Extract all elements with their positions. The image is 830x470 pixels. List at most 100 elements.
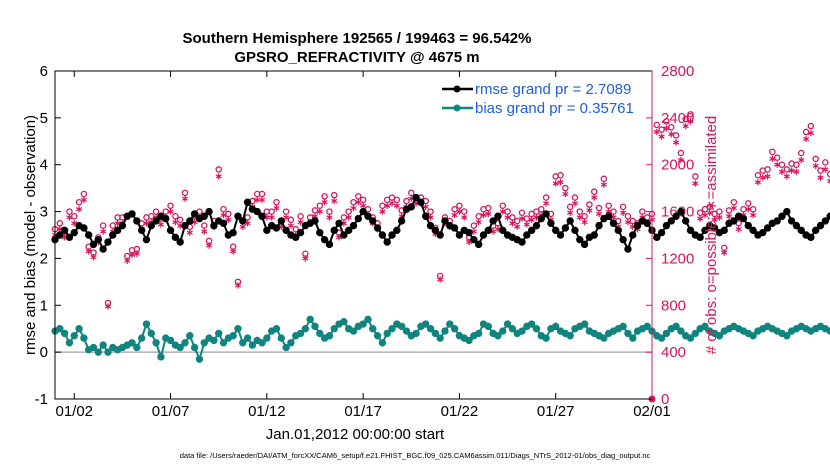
- legend-box: [438, 78, 646, 119]
- obs-possible-point: [379, 202, 386, 209]
- bias-point: [783, 332, 791, 340]
- obs-possible-point: [330, 191, 338, 199]
- bias-point: [214, 329, 223, 338]
- obs-assimilated-point: [576, 214, 583, 221]
- rmse-point: [104, 238, 112, 246]
- obs-possible-point: [586, 201, 593, 208]
- obs-assimilated-point: [230, 248, 237, 255]
- obs-assimilated-point: [778, 168, 786, 175]
- right-tick-label: 800: [661, 297, 686, 314]
- obs-assimilated-point: [234, 282, 242, 289]
- rmse-point: [369, 217, 377, 225]
- bias-point: [826, 327, 830, 335]
- obs-assimilated-point: [302, 255, 309, 262]
- obs-possible-point: [316, 202, 324, 209]
- obs-assimilated-point: [287, 222, 294, 229]
- rmse-point: [527, 226, 536, 235]
- bias-point: [234, 325, 242, 333]
- obs-possible-point: [778, 161, 786, 168]
- obs-assimilated-point: [437, 276, 444, 283]
- bias-point: [364, 315, 372, 324]
- bias-point: [94, 348, 103, 356]
- legend-bias-marker: [453, 104, 461, 112]
- obs-possible-point: [200, 222, 208, 229]
- rmse-point: [532, 221, 541, 230]
- rmse-point: [826, 212, 830, 220]
- bias-point: [104, 348, 112, 356]
- bias-point: [566, 332, 574, 340]
- obs-assimilated-point: [157, 221, 164, 228]
- rmse-point: [325, 240, 334, 249]
- rmse-point: [682, 217, 690, 225]
- obs-assimilated-point: [90, 254, 97, 261]
- right-tick-label: 2800: [661, 63, 694, 80]
- bias-series: [51, 315, 830, 363]
- obs-possible-point: [769, 148, 776, 156]
- obs-assimilated-point: [774, 161, 781, 168]
- obs-possible-point: [176, 216, 184, 224]
- rmse-point: [590, 231, 598, 239]
- rmse-point: [181, 221, 189, 230]
- bias-point: [258, 339, 266, 347]
- obs-possible-point: [518, 209, 526, 216]
- obs-possible-point: [427, 208, 434, 215]
- rmse-point: [595, 221, 603, 230]
- obs-assimilated-point: [562, 190, 569, 198]
- bias-point: [436, 334, 444, 342]
- rmse-point: [739, 214, 748, 223]
- rmse-point: [94, 235, 103, 244]
- rmse-point: [272, 224, 281, 232]
- obs-possible-point: [273, 198, 280, 206]
- rmse-point: [792, 221, 801, 230]
- bias-point: [677, 327, 685, 335]
- rmse-series: [51, 193, 830, 253]
- rmse-point: [162, 214, 170, 223]
- obs-possible-point: [80, 190, 88, 198]
- bias-point: [552, 322, 560, 331]
- obs-assimilated-point: [663, 125, 670, 132]
- rmse-point: [811, 226, 820, 235]
- rmse-point: [296, 228, 305, 237]
- obs-possible-point: [562, 184, 569, 192]
- rmse-point: [749, 226, 757, 235]
- rmse-point: [441, 217, 449, 225]
- obs-possible-point: [321, 193, 328, 200]
- rmse-point: [397, 217, 406, 225]
- bias-point: [219, 339, 228, 347]
- obs-assimilated-point: [677, 156, 684, 164]
- rmse-point: [359, 207, 367, 216]
- obs-possible-point: [181, 189, 189, 197]
- rmse-point: [65, 233, 74, 242]
- obs-assimilated-point: [85, 248, 92, 255]
- obs-possible-point: [215, 166, 222, 173]
- rmse-point: [499, 226, 507, 235]
- bias-point: [422, 320, 430, 328]
- chart-title-line2: GPSRO_REFRACTIVITY @ 4675 m: [234, 49, 479, 66]
- obs-possible-point: [798, 149, 805, 157]
- obs-assimilated-point: [586, 207, 593, 214]
- obs-possible-point: [66, 208, 73, 215]
- rmse-point: [60, 226, 69, 235]
- rmse-point: [821, 217, 830, 225]
- left-tick-label: 5: [40, 110, 48, 127]
- obs-possible-point: [542, 194, 550, 201]
- obs-assimilated-point: [384, 202, 391, 209]
- bias-point: [388, 325, 396, 333]
- obs-assimilated-point: [735, 225, 742, 233]
- rmse-point: [234, 212, 242, 220]
- rmse-point: [364, 212, 372, 220]
- rmse-point: [537, 214, 545, 223]
- rmse-point: [373, 224, 382, 232]
- obs-assimilated-point: [730, 204, 737, 212]
- obs-assimilated-point: [716, 214, 723, 221]
- bias-point: [306, 315, 314, 324]
- rmse-point: [407, 203, 415, 211]
- obs-possible-point: [109, 222, 117, 229]
- rmse-point: [263, 226, 271, 235]
- bias-point: [484, 322, 493, 331]
- left-tick-label: 1: [40, 297, 48, 314]
- right-tick-label: 1200: [661, 250, 694, 267]
- obs-assimilated-point: [124, 257, 131, 264]
- bias-point: [619, 322, 627, 331]
